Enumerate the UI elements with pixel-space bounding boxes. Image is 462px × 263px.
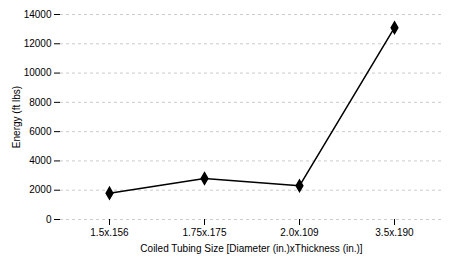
svg-text:10000: 10000 bbox=[24, 67, 52, 78]
svg-text:6000: 6000 bbox=[29, 126, 52, 137]
svg-text:12000: 12000 bbox=[24, 38, 52, 49]
svg-text:0: 0 bbox=[46, 214, 52, 225]
svg-text:2000: 2000 bbox=[29, 184, 52, 195]
svg-text:14000: 14000 bbox=[24, 9, 52, 20]
svg-text:1.5x.156: 1.5x.156 bbox=[90, 227, 129, 238]
svg-text:Energy (ft lbs): Energy (ft lbs) bbox=[11, 86, 22, 148]
svg-text:Coiled Tubing Size [Diameter (: Coiled Tubing Size [Diameter (in.)xThick… bbox=[140, 243, 363, 254]
svg-text:2.0x.109: 2.0x.109 bbox=[280, 227, 319, 238]
svg-text:8000: 8000 bbox=[29, 97, 52, 108]
svg-text:4000: 4000 bbox=[29, 155, 52, 166]
svg-text:3.5x.190: 3.5x.190 bbox=[375, 227, 414, 238]
svg-text:1.75x.175: 1.75x.175 bbox=[183, 227, 227, 238]
